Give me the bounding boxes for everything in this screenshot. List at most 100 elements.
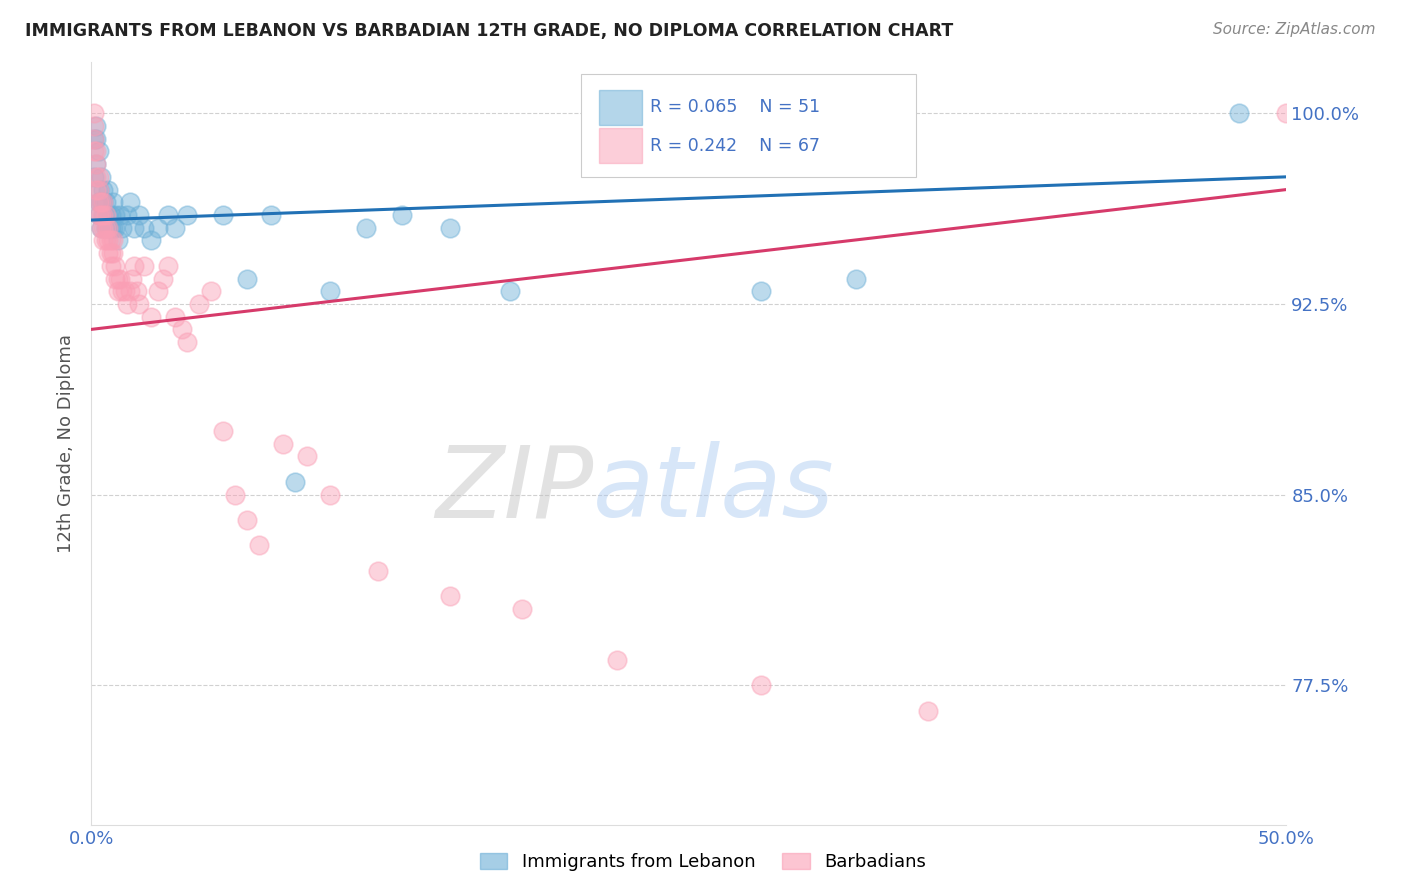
Point bbox=[176, 208, 198, 222]
Point bbox=[100, 246, 122, 260]
Point bbox=[498, 284, 520, 298]
Point bbox=[93, 195, 114, 210]
Point bbox=[200, 284, 222, 298]
Point bbox=[141, 310, 162, 324]
Point bbox=[100, 220, 122, 235]
Point bbox=[104, 271, 127, 285]
Point bbox=[1227, 106, 1250, 120]
Point bbox=[87, 208, 110, 222]
Point bbox=[319, 284, 342, 298]
Point bbox=[749, 678, 772, 692]
Point bbox=[101, 220, 124, 235]
Point bbox=[87, 195, 110, 210]
Point bbox=[115, 208, 138, 222]
Point bbox=[749, 284, 772, 298]
Point bbox=[83, 119, 105, 133]
Point bbox=[367, 564, 389, 578]
Point bbox=[132, 259, 155, 273]
Point bbox=[295, 450, 318, 464]
Text: R = 0.065    N = 51: R = 0.065 N = 51 bbox=[650, 98, 820, 117]
Point bbox=[156, 259, 179, 273]
Point bbox=[84, 145, 107, 159]
Point bbox=[148, 220, 170, 235]
Point bbox=[104, 259, 127, 273]
Point bbox=[259, 208, 281, 222]
Point bbox=[176, 334, 198, 349]
Point bbox=[83, 169, 105, 184]
Legend: Immigrants from Lebanon, Barbadians: Immigrants from Lebanon, Barbadians bbox=[472, 846, 934, 879]
Point bbox=[84, 119, 107, 133]
Point bbox=[124, 220, 146, 235]
Point bbox=[93, 233, 114, 247]
Text: Source: ZipAtlas.com: Source: ZipAtlas.com bbox=[1212, 22, 1375, 37]
Point bbox=[114, 284, 136, 298]
Text: ZIP: ZIP bbox=[434, 441, 593, 538]
Point bbox=[111, 220, 134, 235]
Point bbox=[235, 271, 259, 285]
Point bbox=[90, 220, 112, 235]
Point bbox=[93, 220, 114, 235]
Point bbox=[128, 297, 150, 311]
Point bbox=[90, 220, 112, 235]
Point bbox=[606, 653, 628, 667]
Point bbox=[115, 297, 138, 311]
Point bbox=[108, 271, 131, 285]
Point bbox=[107, 233, 129, 247]
Point bbox=[152, 271, 174, 285]
Point bbox=[83, 145, 105, 159]
Point bbox=[104, 220, 127, 235]
Point bbox=[87, 208, 110, 222]
Point bbox=[100, 208, 122, 222]
Point bbox=[84, 183, 107, 197]
Point bbox=[97, 208, 120, 222]
Y-axis label: 12th Grade, No Diploma: 12th Grade, No Diploma bbox=[58, 334, 76, 553]
FancyBboxPatch shape bbox=[599, 128, 643, 163]
Point bbox=[101, 233, 124, 247]
Point bbox=[845, 271, 868, 285]
Point bbox=[235, 513, 259, 527]
Point bbox=[118, 195, 141, 210]
Point bbox=[94, 195, 117, 210]
Point bbox=[148, 284, 170, 298]
Point bbox=[128, 208, 150, 222]
Point bbox=[391, 208, 413, 222]
Point bbox=[319, 487, 342, 501]
Point bbox=[94, 220, 117, 235]
Point bbox=[107, 284, 129, 298]
Point bbox=[211, 424, 233, 438]
Point bbox=[84, 132, 107, 146]
Point bbox=[118, 284, 141, 298]
Point bbox=[83, 132, 105, 146]
Point bbox=[84, 157, 107, 171]
Point bbox=[100, 259, 122, 273]
Point bbox=[111, 284, 134, 298]
Point bbox=[104, 208, 127, 222]
Text: atlas: atlas bbox=[593, 441, 835, 538]
Point bbox=[1275, 106, 1298, 120]
Point bbox=[84, 157, 107, 171]
Point bbox=[90, 169, 112, 184]
Point bbox=[87, 169, 110, 184]
Point bbox=[87, 183, 110, 197]
Point bbox=[100, 233, 122, 247]
Point bbox=[90, 195, 112, 210]
Point bbox=[84, 169, 107, 184]
Point bbox=[97, 233, 120, 247]
FancyBboxPatch shape bbox=[582, 74, 917, 177]
Point bbox=[83, 106, 105, 120]
Point bbox=[93, 195, 114, 210]
Point bbox=[284, 475, 307, 489]
Point bbox=[101, 246, 124, 260]
Point bbox=[510, 602, 533, 616]
Point bbox=[90, 195, 112, 210]
Point bbox=[93, 208, 114, 222]
Point bbox=[94, 208, 117, 222]
Point bbox=[247, 539, 270, 553]
Point bbox=[87, 145, 110, 159]
Point bbox=[94, 220, 117, 235]
Point bbox=[107, 271, 129, 285]
Point bbox=[211, 208, 233, 222]
Text: R = 0.242    N = 67: R = 0.242 N = 67 bbox=[650, 136, 820, 154]
Point bbox=[94, 233, 117, 247]
Point bbox=[917, 704, 939, 718]
